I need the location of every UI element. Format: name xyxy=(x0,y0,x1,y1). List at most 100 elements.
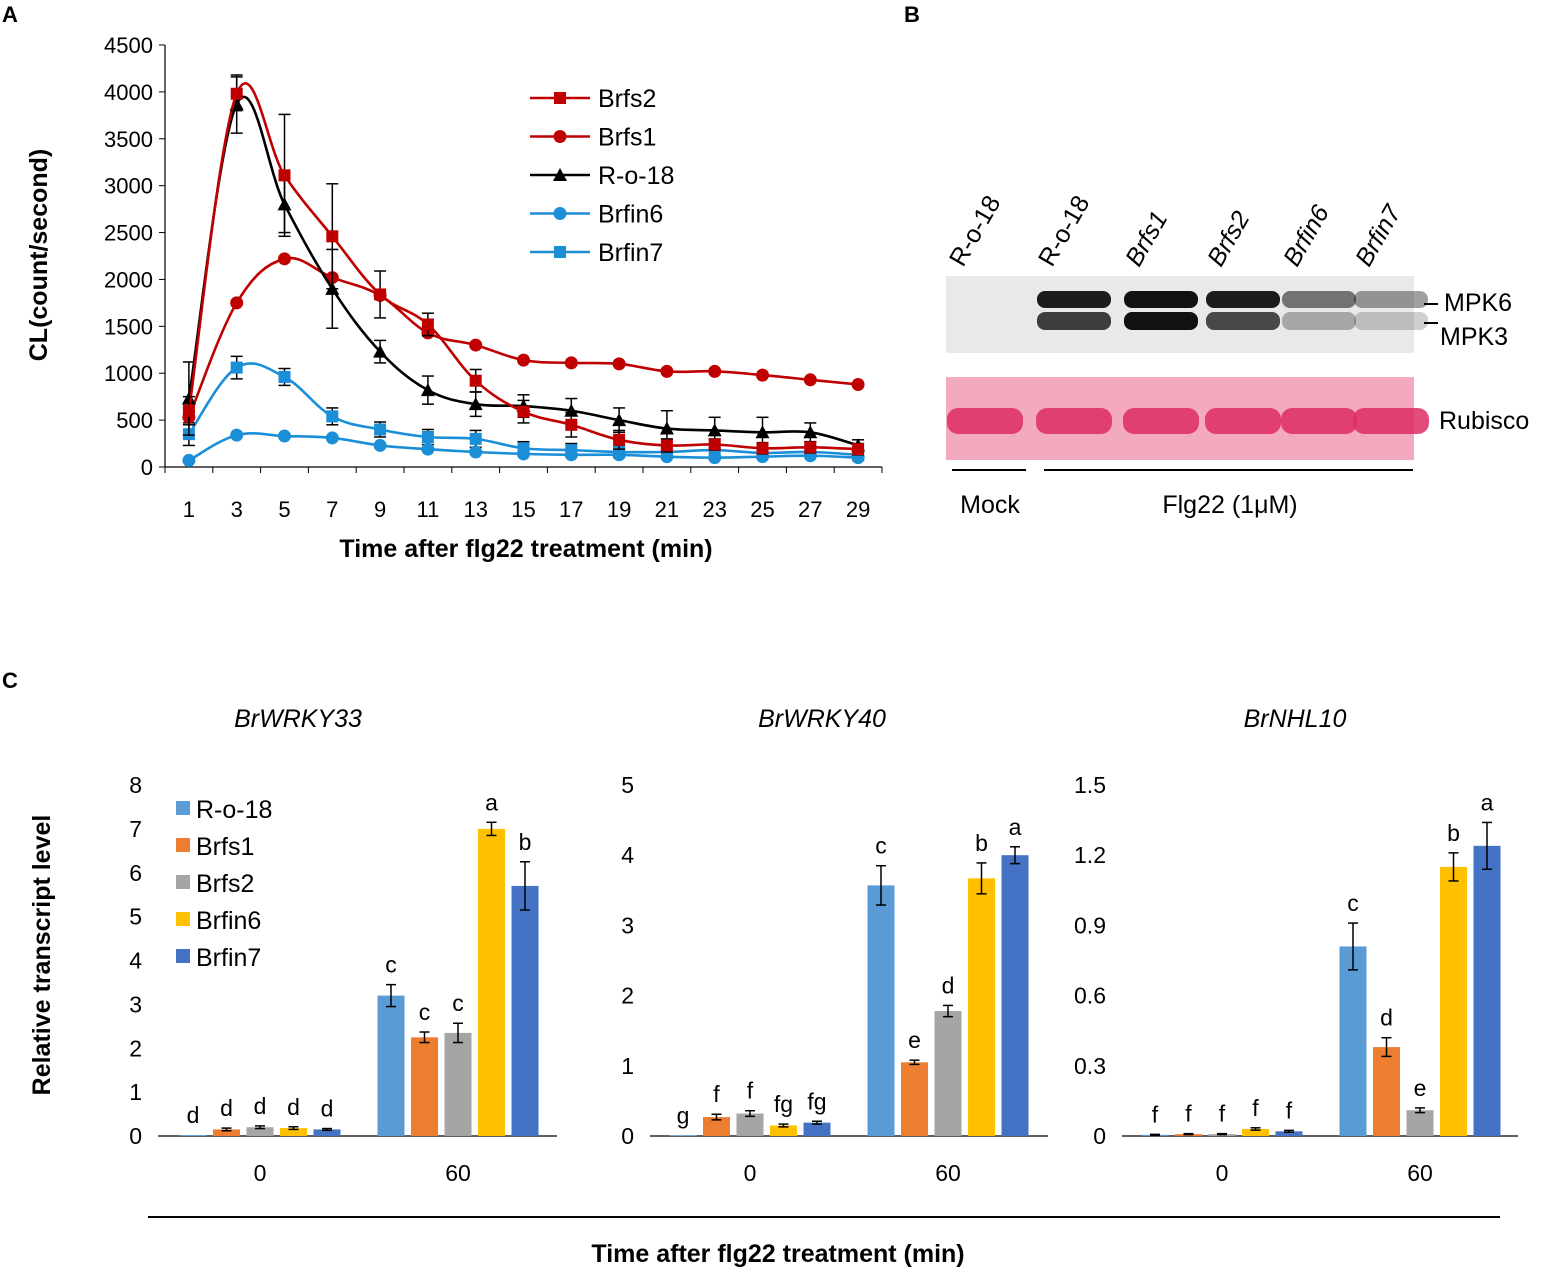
legend-label-brfs2: Brfs2 xyxy=(598,85,656,113)
panel-a-ytick-label: 1000 xyxy=(104,361,153,386)
significance-letter: a xyxy=(485,789,498,815)
panel-a-xlabel: Time after flg22 treatment (min) xyxy=(339,535,712,563)
xtick-label: 0 xyxy=(254,1160,267,1186)
data-point-brfs1 xyxy=(230,296,243,309)
ytick-label: 7 xyxy=(129,816,142,842)
legend-marker-brfs2 xyxy=(554,92,566,104)
data-point-brfs2 xyxy=(852,443,864,455)
significance-letter: g xyxy=(677,1102,690,1128)
data-point-brfin6 xyxy=(613,448,626,461)
series-line-brfs1 xyxy=(189,258,858,417)
data-point-brfs2 xyxy=(326,230,338,242)
mpk6-band xyxy=(1037,291,1111,308)
panel-c-xlabel: Time after flg22 treatment (min) xyxy=(591,1240,964,1268)
ytick-label: 5 xyxy=(621,772,634,798)
mpk3-band xyxy=(1124,312,1198,330)
significance-letter: f xyxy=(747,1078,754,1104)
data-point-brfs2 xyxy=(374,288,386,300)
rubisco-band xyxy=(1123,408,1199,434)
bar-r-o-18 xyxy=(670,1135,697,1136)
bar-charts-panel-c: Relative transcript level Time after flg… xyxy=(28,705,1518,1268)
significance-letter: c xyxy=(875,833,887,859)
panel-a-xtick-label: 19 xyxy=(607,497,631,522)
bar-brfs2 xyxy=(1407,1110,1434,1136)
line-chart-panel-a: CL(count/second) Time after flg22 treatm… xyxy=(25,33,882,563)
loading-control-label: Rubisco xyxy=(1439,407,1529,435)
data-point-brfs2 xyxy=(518,406,530,418)
data-point-brfin6 xyxy=(374,439,387,452)
data-point-brfs1 xyxy=(278,252,291,265)
panel-a-ytick-label: 3000 xyxy=(104,174,153,199)
legend-swatch-brfs1 xyxy=(176,838,190,852)
data-point-brfs1 xyxy=(469,339,482,352)
bar-brfin6 xyxy=(1440,867,1467,1136)
ytick-label: 5 xyxy=(129,904,142,930)
xtick-label: 0 xyxy=(744,1160,757,1186)
significance-letter: d xyxy=(220,1095,233,1121)
lane-label: R-o-18 xyxy=(944,191,1006,271)
rubisco-band xyxy=(1281,408,1357,434)
significance-letter: f xyxy=(713,1081,720,1107)
mpk3-band xyxy=(1282,312,1356,330)
lane-label: Brfs1 xyxy=(1120,206,1173,271)
ytick-label: 3 xyxy=(129,991,142,1017)
panel-label-b: B xyxy=(904,2,920,27)
data-point-brfin7 xyxy=(231,362,243,374)
data-point-brfs1 xyxy=(804,373,817,386)
legend-swatch-brfin6 xyxy=(176,912,190,926)
panel-a-ytick-label: 500 xyxy=(116,408,153,433)
data-point-brfs2 xyxy=(613,434,625,446)
significance-letter: d xyxy=(942,972,955,998)
significance-letter: f xyxy=(1286,1097,1293,1123)
rubisco-band xyxy=(1205,408,1281,434)
panel-a-xtick-label: 5 xyxy=(278,497,290,522)
group-label-mock: Mock xyxy=(960,491,1020,519)
bar-r-o-18 xyxy=(868,885,895,1136)
legend-label-brfin7: Brfin7 xyxy=(598,239,663,267)
legend-label-brfs1: Brfs1 xyxy=(196,833,254,861)
significance-letter: f xyxy=(1252,1095,1259,1121)
panel-a-xtick-label: 11 xyxy=(416,497,439,522)
legend-swatch-brfin7 xyxy=(176,949,190,963)
significance-letter: c xyxy=(385,952,397,978)
band-label-mpk3: MPK3 xyxy=(1440,323,1508,351)
ytick-label: 1 xyxy=(621,1053,634,1079)
bar-brfin7 xyxy=(1002,855,1029,1136)
rubisco-band xyxy=(1036,408,1112,434)
panel-label-a: A xyxy=(2,2,18,27)
bar-chart-brwrky33: BrWRKY330123456780 60dcdcdcdadbR-o-18Brfs… xyxy=(129,705,557,1186)
data-point-brfs2 xyxy=(231,88,243,100)
xtick-label: 60 xyxy=(1407,1160,1433,1186)
rubisco-band xyxy=(947,408,1023,434)
significance-letter: b xyxy=(519,829,532,855)
series-line-r-o-18 xyxy=(189,97,858,446)
chart-title: BrWRKY40 xyxy=(758,705,886,733)
panel-a-xtick-label: 25 xyxy=(750,497,774,522)
legend-marker-brfin7 xyxy=(554,246,566,258)
significance-letter: f xyxy=(1152,1101,1159,1127)
significance-letter: d xyxy=(287,1094,300,1120)
panel-a-xtick-label: 3 xyxy=(231,497,243,522)
chart-title: BrWRKY33 xyxy=(234,705,362,733)
data-point-brfs2 xyxy=(661,439,673,451)
data-point-brfin6 xyxy=(517,447,530,460)
mpk6-band xyxy=(1282,291,1356,308)
data-point-brfin7 xyxy=(326,410,338,422)
figure-canvas: A B C CL(count/second) Time after flg22 … xyxy=(0,0,1556,1276)
data-point-brfs2 xyxy=(470,375,482,387)
significance-letter: b xyxy=(1447,820,1460,846)
lane-label: Brfs2 xyxy=(1202,206,1255,271)
bar-brfin7 xyxy=(1474,846,1501,1136)
mpk3-band xyxy=(1206,312,1280,330)
significance-letter: e xyxy=(1414,1075,1427,1101)
ytick-label: 0 xyxy=(621,1123,634,1149)
legend-label-brfin6: Brfin6 xyxy=(598,201,663,229)
panel-a-xtick-label: 9 xyxy=(374,497,386,522)
data-point-brfs2 xyxy=(183,405,195,417)
panel-a-ytick-label: 2500 xyxy=(104,221,153,246)
ytick-label: 2 xyxy=(621,983,634,1009)
significance-letter: d xyxy=(254,1093,267,1119)
data-point-brfs2 xyxy=(279,169,291,181)
data-point-brfs1 xyxy=(852,378,865,391)
bar-r-o-18 xyxy=(378,996,405,1136)
